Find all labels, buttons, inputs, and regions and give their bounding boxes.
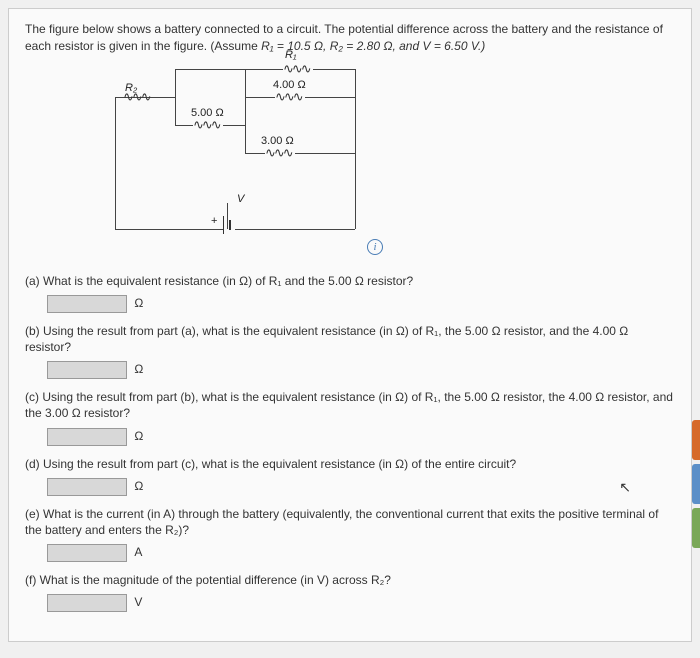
label-plus: + xyxy=(211,215,217,227)
answer-input-b[interactable] xyxy=(47,361,127,379)
label-r1: R₁ xyxy=(285,49,296,61)
q-label-a: (a) xyxy=(25,274,40,288)
info-icon[interactable]: i xyxy=(367,239,383,255)
answer-input-c[interactable] xyxy=(47,428,127,446)
q-label-f: (f) xyxy=(25,573,36,587)
answer-input-a[interactable] xyxy=(47,295,127,313)
circuit-diagram: ∿∿∿ ∿∿∿ ∿∿∿ ∿∿∿ ∿∿∿ R₁ R₂ 5.00 Ω 4.00 Ω … xyxy=(115,63,375,263)
q-label-e: (e) xyxy=(25,507,40,521)
intro-text: The figure below shows a battery connect… xyxy=(25,21,675,55)
answer-input-f[interactable] xyxy=(47,594,127,612)
side-tab-3[interactable] xyxy=(692,508,700,548)
q-text-a: What is the equivalent resistance (in Ω)… xyxy=(43,274,413,288)
question-f: (f) What is the magnitude of the potenti… xyxy=(25,572,675,588)
unit-f: V xyxy=(134,595,142,609)
problem-page: The figure below shows a battery connect… xyxy=(8,8,692,642)
question-c: (c) Using the result from part (b), what… xyxy=(25,389,675,421)
answer-input-e[interactable] xyxy=(47,544,127,562)
unit-a: Ω xyxy=(134,296,143,310)
side-tabs xyxy=(692,420,700,552)
question-d: (d) Using the result from part (c), what… xyxy=(25,456,675,472)
intro-line2-prefix: each resistor is given in the figure. (A… xyxy=(25,39,261,53)
q-text-e: What is the current (in A) through the b… xyxy=(25,507,658,537)
q-text-d: Using the result from part (c), what is … xyxy=(43,457,516,471)
unit-e: A xyxy=(134,545,142,559)
label-r2: R₂ xyxy=(125,82,137,94)
unit-d: Ω xyxy=(134,479,143,493)
label-5ohm: 5.00 Ω xyxy=(191,107,224,119)
unit-b: Ω xyxy=(134,362,143,376)
q-label-b: (b) xyxy=(25,324,40,338)
question-a: (a) What is the equivalent resistance (i… xyxy=(25,273,675,289)
q-text-b: Using the result from part (a), what is … xyxy=(25,324,628,354)
side-tab-1[interactable] xyxy=(692,420,700,460)
label-3ohm: 3.00 Ω xyxy=(261,135,294,147)
cursor-icon: ↖ xyxy=(619,479,631,496)
unit-c: Ω xyxy=(134,429,143,443)
resistor-3ohm: ∿∿∿ xyxy=(265,146,292,161)
q-text-f: What is the magnitude of the potential d… xyxy=(40,573,391,587)
label-v: V xyxy=(237,193,244,205)
resistor-5ohm: ∿∿∿ xyxy=(193,118,220,133)
question-e: (e) What is the current (in A) through t… xyxy=(25,506,675,538)
resistor-4ohm: ∿∿∿ xyxy=(275,90,302,105)
question-b: (b) Using the result from part (a), what… xyxy=(25,323,675,355)
resistor-r1: ∿∿∿ xyxy=(283,62,310,77)
q-label-c: (c) xyxy=(25,390,39,404)
side-tab-2[interactable] xyxy=(692,464,700,504)
q-text-c: Using the result from part (b), what is … xyxy=(25,390,673,420)
intro-line1: The figure below shows a battery connect… xyxy=(25,22,663,36)
answer-input-d[interactable] xyxy=(47,478,127,496)
q-label-d: (d) xyxy=(25,457,40,471)
label-4ohm: 4.00 Ω xyxy=(273,79,306,91)
